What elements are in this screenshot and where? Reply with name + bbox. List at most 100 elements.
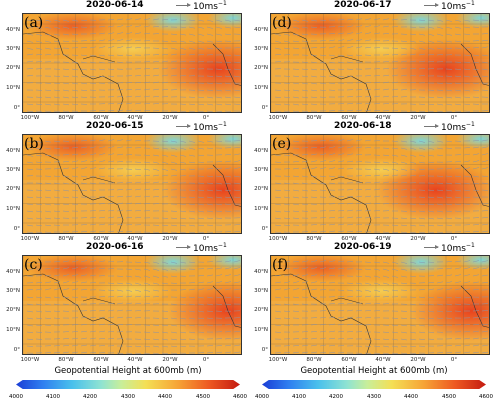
lon-label: 20°W xyxy=(410,236,426,242)
colorbar-tick: 4200 xyxy=(83,394,97,400)
wind-scale-key: 10ms−1 xyxy=(424,242,475,254)
lat-label: 20°N xyxy=(6,186,20,192)
trough-area xyxy=(393,135,449,153)
lon-label: 0° xyxy=(450,357,458,363)
wind-scale-value: 10ms xyxy=(193,244,218,254)
coastline xyxy=(23,273,124,354)
lon-label: 0° xyxy=(202,115,210,121)
map-panel: 2020-06-18 10ms−1 40°N 30°N 20°N 10°N 0° 100°W 8… xyxy=(254,121,494,244)
lat-label: 40°N xyxy=(6,269,20,275)
lat-label: 0° xyxy=(261,105,268,111)
map-panel: 2020-06-19 10ms−1 40°N 30°N 20°N 10°N 0° 100°W 8… xyxy=(254,242,494,365)
lat-label: 10°N xyxy=(6,327,20,333)
wind-arrow-icon xyxy=(424,3,439,7)
lon-label: 80°W xyxy=(306,236,322,242)
lon-label: 60°W xyxy=(341,115,357,121)
lat-label: 20°N xyxy=(6,65,20,71)
lat-label: 40°N xyxy=(254,269,268,275)
lat-label: 40°N xyxy=(6,148,20,154)
wind-scale-unit: −1 xyxy=(217,0,227,7)
panel-label: (e) xyxy=(272,136,292,152)
lat-label: 40°N xyxy=(254,148,268,154)
wind-scale-unit: −1 xyxy=(217,121,227,128)
trough-area xyxy=(145,14,201,32)
lat-label: 30°N xyxy=(254,167,268,173)
lon-label: 20°W xyxy=(162,115,178,121)
lon-label: 80°W xyxy=(58,115,74,121)
lon-label: 20°W xyxy=(162,357,178,363)
colorbar-tick: 4500 xyxy=(442,394,456,400)
wind-scale-key: 10ms−1 xyxy=(176,121,227,133)
colorbar-left: Geopotential Height at 600mb (m) 4000 41… xyxy=(8,366,248,406)
lon-label: 40°W xyxy=(375,236,391,242)
wind-scale-key: 10ms−1 xyxy=(424,0,475,12)
lat-label: 30°N xyxy=(254,288,268,294)
lat-label: 30°N xyxy=(6,167,20,173)
trough-area xyxy=(393,14,449,32)
colorbar-tick: 4300 xyxy=(121,394,135,400)
panel-date: 2020-06-17 xyxy=(334,0,392,10)
trough-area xyxy=(393,256,449,274)
lat-label: 20°N xyxy=(6,307,20,313)
lon-label: 20°W xyxy=(410,115,426,121)
panel-label: (c) xyxy=(24,257,43,273)
lat-label: 0° xyxy=(261,347,268,353)
lon-label: 0° xyxy=(450,115,458,121)
coastline xyxy=(23,152,124,233)
lon-label: 80°W xyxy=(306,357,322,363)
panel-date: 2020-06-18 xyxy=(334,121,392,131)
wind-scale-value: 10ms xyxy=(193,2,218,12)
wind-scale-key: 10ms−1 xyxy=(424,121,475,133)
trough-area xyxy=(145,256,201,274)
colorbar-tick: 4000 xyxy=(255,394,269,400)
panel-date: 2020-06-16 xyxy=(86,242,144,252)
wind-scale-unit: −1 xyxy=(465,242,475,249)
lon-label: 40°W xyxy=(375,357,391,363)
lon-label: 80°W xyxy=(58,236,74,242)
lon-label: 100°W xyxy=(20,236,40,242)
wind-arrow-icon xyxy=(176,124,191,128)
lon-label: 0° xyxy=(202,357,210,363)
geopotential-map: (d) xyxy=(270,13,490,113)
panel-date: 2020-06-15 xyxy=(86,121,144,131)
lon-label: 40°W xyxy=(375,115,391,121)
lat-label: 40°N xyxy=(254,27,268,33)
colorbar-tick: 4100 xyxy=(292,394,306,400)
panel-date: 2020-06-14 xyxy=(86,0,144,10)
colorbar-tick: 4600 xyxy=(479,394,493,400)
colorbar-tick: 4300 xyxy=(367,394,381,400)
colorbar-gradient xyxy=(16,380,240,389)
colorbar-tick: 4100 xyxy=(46,394,60,400)
lat-label: 30°N xyxy=(6,46,20,52)
lon-label: 0° xyxy=(202,236,210,242)
lon-label: 60°W xyxy=(341,357,357,363)
lat-label: 10°N xyxy=(6,206,20,212)
wind-scale-unit: −1 xyxy=(465,0,475,7)
lon-label: 60°W xyxy=(341,236,357,242)
colorbar-tick: 4400 xyxy=(404,394,418,400)
panel-label: (a) xyxy=(24,15,44,31)
coastline xyxy=(271,273,372,354)
wind-scale-value: 10ms xyxy=(441,2,466,12)
colorbar-title: Geopotential Height at 600mb (m) xyxy=(54,366,202,376)
lat-label: 30°N xyxy=(254,46,268,52)
wind-scale-value: 10ms xyxy=(441,244,466,254)
lon-label: 40°W xyxy=(127,115,143,121)
lat-label: 20°N xyxy=(254,186,268,192)
lon-label: 80°W xyxy=(306,115,322,121)
wind-arrow-icon xyxy=(176,245,191,249)
colorbar-gradient xyxy=(262,380,486,389)
wind-scale-unit: −1 xyxy=(465,121,475,128)
lon-label: 100°W xyxy=(20,357,40,363)
coastline xyxy=(23,31,124,112)
coastline xyxy=(271,31,372,112)
high-pressure-area xyxy=(411,281,489,341)
wind-scale-value: 10ms xyxy=(193,123,218,133)
geopotential-map: (b) xyxy=(22,134,242,234)
lon-label: 40°W xyxy=(127,357,143,363)
lat-label: 10°N xyxy=(254,327,268,333)
lat-label: 10°N xyxy=(254,206,268,212)
geopotential-map: (f) xyxy=(270,255,490,355)
lon-label: 80°W xyxy=(58,357,74,363)
lon-label: 20°W xyxy=(410,357,426,363)
